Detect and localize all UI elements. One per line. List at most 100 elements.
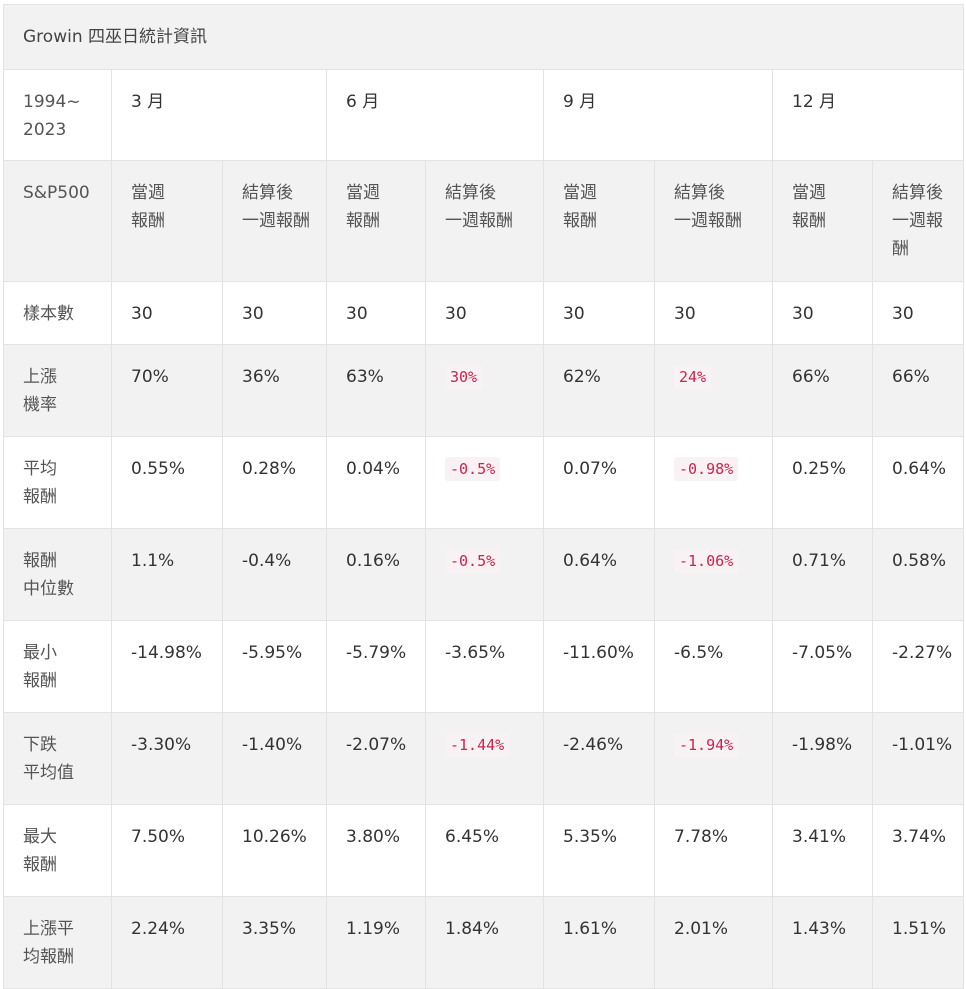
row-label: 平均 報酬	[3, 436, 112, 529]
subheader-cell: 結算後 一週報酬	[654, 160, 773, 282]
data-cell: 2.01%	[654, 896, 773, 989]
data-cell: 2.24%	[111, 896, 223, 989]
row-label: 下跌 平均值	[3, 712, 112, 805]
highlighted-value: -1.44%	[445, 733, 510, 757]
row-label: 上漲平 均報酬	[3, 896, 112, 989]
highlighted-value: -1.94%	[674, 733, 739, 757]
data-cell: 3.80%	[326, 804, 426, 897]
highlighted-value: -0.5%	[445, 549, 501, 573]
data-cell: -7.05%	[772, 620, 873, 713]
data-cell: -3.30%	[111, 712, 223, 805]
data-cell: 30	[543, 281, 655, 345]
data-cell: 30	[654, 281, 773, 345]
data-cell: 10.26%	[222, 804, 327, 897]
subheader-cell: 當週 報酬	[326, 160, 426, 282]
row-label: 最大 報酬	[3, 804, 112, 897]
data-cell: -0.5%	[425, 436, 544, 529]
data-cell: 3.35%	[222, 896, 327, 989]
month-header-row: 1994~ 2023 3 月 6 月 9 月 12 月	[3, 69, 965, 161]
data-cell: 0.28%	[222, 436, 327, 529]
subheader-row: S&P500 當週 報酬 結算後 一週報酬 當週 報酬 結算後 一週報酬 當週 報酬 結算…	[3, 160, 965, 282]
data-cell: 0.58%	[871, 528, 965, 621]
data-cell: 0.71%	[772, 528, 873, 621]
data-cell: 66%	[871, 344, 965, 437]
data-cell: -3.65%	[425, 620, 544, 713]
highlighted-value: -0.98%	[674, 457, 739, 481]
index-label: S&P500	[3, 160, 112, 282]
data-cell: 30%	[425, 344, 544, 437]
data-cell: 30	[222, 281, 327, 345]
data-cell: 70%	[111, 344, 223, 437]
highlighted-value: 30%	[445, 365, 483, 389]
table-row: 平均 報酬 0.55% 0.28% 0.04% -0.5% 0.07% -0.98% 0.25…	[3, 436, 965, 529]
table-row: 上漲 機率 70% 36% 63% 30% 62% 24% 66% 66%	[3, 344, 965, 437]
data-cell: 1.61%	[543, 896, 655, 989]
data-cell: -0.5%	[425, 528, 544, 621]
highlighted-value: -0.5%	[445, 457, 501, 481]
data-cell: -2.07%	[326, 712, 426, 805]
month-header-6: 6 月	[326, 69, 544, 161]
data-cell: -2.46%	[543, 712, 655, 805]
data-cell: -0.98%	[654, 436, 773, 529]
data-cell: -2.27%	[871, 620, 965, 713]
data-cell: 0.07%	[543, 436, 655, 529]
data-cell: 0.16%	[326, 528, 426, 621]
data-cell: -6.5%	[654, 620, 773, 713]
data-cell: 1.84%	[425, 896, 544, 989]
data-cell: -1.94%	[654, 712, 773, 805]
table-body: Growin 四巫日統計資訊 1994~ 2023 3 月 6 月 9 月 12…	[2, 4, 965, 989]
data-cell: 30	[772, 281, 873, 345]
data-cell: 3.41%	[772, 804, 873, 897]
data-cell: 1.43%	[772, 896, 873, 989]
month-header-3: 3 月	[111, 69, 327, 161]
data-cell: 0.64%	[543, 528, 655, 621]
subheader-cell: 當週 報酬	[111, 160, 223, 282]
data-cell: 0.25%	[772, 436, 873, 529]
data-cell: -11.60%	[543, 620, 655, 713]
data-cell: -1.06%	[654, 528, 773, 621]
data-cell: 3.74%	[871, 804, 965, 897]
data-cell: 5.35%	[543, 804, 655, 897]
data-cell: 66%	[772, 344, 873, 437]
data-cell: 1.51%	[871, 896, 965, 989]
data-cell: 30	[111, 281, 223, 345]
data-cell: -1.44%	[425, 712, 544, 805]
data-cell: -1.40%	[222, 712, 327, 805]
subheader-cell: 結算後 一週報酬	[222, 160, 327, 282]
data-cell: 24%	[654, 344, 773, 437]
subheader-cell: 結算後 一週報酬	[425, 160, 544, 282]
data-cell: 30	[326, 281, 426, 345]
year-range-label: 1994~ 2023	[3, 69, 112, 161]
highlighted-value: 24%	[674, 365, 712, 389]
data-cell: 36%	[222, 344, 327, 437]
data-cell: 1.1%	[111, 528, 223, 621]
data-cell: -5.95%	[222, 620, 327, 713]
table-caption-row: Growin 四巫日統計資訊	[2, 4, 965, 70]
subheader-cell: 當週 報酬	[543, 160, 655, 282]
table-row: 最小 報酬 -14.98% -5.95% -5.79% -3.65% -11.60% -6.…	[3, 620, 965, 713]
data-cell: 0.64%	[871, 436, 965, 529]
row-label: 上漲 機率	[3, 344, 112, 437]
data-cell: -1.01%	[871, 712, 965, 805]
stats-table: Growin 四巫日統計資訊 1994~ 2023 3 月 6 月 9 月 12…	[2, 4, 965, 989]
subheader-cell: 結算後 一週報酬	[871, 160, 965, 282]
table-row: 下跌 平均值 -3.30% -1.40% -2.07% -1.44% -2.46% -1.9…	[3, 712, 965, 805]
table-row: 樣本數 30 30 30 30 30 30 30 30	[3, 281, 965, 345]
data-cell: 1.19%	[326, 896, 426, 989]
row-label: 最小 報酬	[3, 620, 112, 713]
data-cell: 30	[871, 281, 965, 345]
data-cell: 30	[425, 281, 544, 345]
table-row: 報酬 中位數 1.1% -0.4% 0.16% -0.5% 0.64% -1.06% 0.71…	[3, 528, 965, 621]
row-label: 樣本數	[3, 281, 112, 345]
data-cell: -1.98%	[772, 712, 873, 805]
month-header-9: 9 月	[543, 69, 773, 161]
data-cell: 0.55%	[111, 436, 223, 529]
data-cell: 62%	[543, 344, 655, 437]
table-row: 上漲平 均報酬 2.24% 3.35% 1.19% 1.84% 1.61% 2.01% 1.4…	[3, 896, 965, 989]
data-cell: -0.4%	[222, 528, 327, 621]
highlighted-value: -1.06%	[674, 549, 739, 573]
data-cell: 7.78%	[654, 804, 773, 897]
month-header-12: 12 月	[771, 69, 965, 161]
row-label: 報酬 中位數	[3, 528, 112, 621]
table-caption: Growin 四巫日統計資訊	[2, 4, 965, 70]
